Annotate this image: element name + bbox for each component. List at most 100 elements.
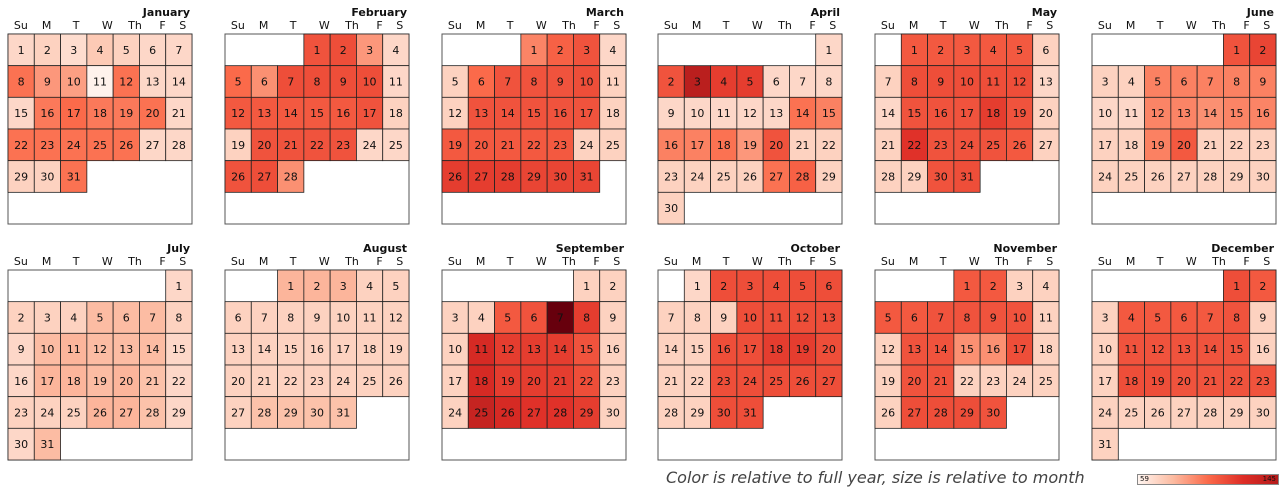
day-number: 14 <box>284 107 298 120</box>
day-number: 7 <box>799 76 806 89</box>
month-title: December <box>1211 242 1274 255</box>
day-cell <box>979 65 1007 98</box>
day-number: 24 <box>40 407 54 420</box>
day-cell <box>1170 96 1198 130</box>
chart-note: Color is relative to full year, size is … <box>666 468 1085 487</box>
day-cell <box>356 332 384 366</box>
day-number: 7 <box>668 312 675 325</box>
day-number: 16 <box>1256 343 1270 356</box>
day-number: 6 <box>531 312 538 325</box>
weekday-header: S <box>1263 19 1270 32</box>
day-cell <box>927 33 955 67</box>
day-number: 16 <box>40 107 54 120</box>
day-number: 14 <box>934 343 948 356</box>
day-number: 4 <box>366 280 373 293</box>
day-number: 23 <box>336 139 350 152</box>
day-cell <box>953 396 981 429</box>
day-cell <box>520 65 548 98</box>
weekday-header: M <box>692 255 702 268</box>
day-number: 25 <box>986 139 1000 152</box>
day-cell <box>520 160 548 193</box>
day-number: 8 <box>911 76 918 89</box>
weekday-header: S <box>829 255 836 268</box>
day-cell <box>303 332 331 366</box>
day-cell <box>815 364 843 398</box>
day-number: 5 <box>747 76 754 89</box>
day-cell <box>356 33 384 67</box>
day-number: 18 <box>93 107 107 120</box>
day-number: 4 <box>1128 312 1135 325</box>
day-cell <box>382 33 410 67</box>
weekday-header: Th <box>1211 19 1226 32</box>
day-number: 18 <box>389 107 403 120</box>
weekday-header: T <box>722 19 730 32</box>
day-number: 29 <box>284 407 298 420</box>
day-cell <box>494 160 522 193</box>
day-cell <box>710 128 738 162</box>
day-cell <box>979 332 1007 366</box>
day-cell <box>927 128 955 162</box>
day-number: 19 <box>881 375 895 388</box>
day-cell <box>979 128 1007 162</box>
day-cell <box>520 33 548 67</box>
day-number: 22 <box>284 375 298 388</box>
day-number: 1 <box>287 280 294 293</box>
day-number: 23 <box>553 139 567 152</box>
day-number: 27 <box>257 171 271 184</box>
day-number: 24 <box>363 139 377 152</box>
day-number: 26 <box>796 375 810 388</box>
day-number: 26 <box>501 407 515 420</box>
day-number: 29 <box>14 171 28 184</box>
day-cell <box>303 396 331 429</box>
day-number: 22 <box>172 375 186 388</box>
day-cell <box>815 33 843 67</box>
day-number: 19 <box>389 343 403 356</box>
day-number: 1 <box>911 44 918 57</box>
day-cell <box>815 301 843 334</box>
day-number: 10 <box>1013 312 1027 325</box>
day-cell <box>60 96 88 130</box>
day-number: 19 <box>231 139 245 152</box>
day-cell <box>165 364 193 398</box>
day-number: 20 <box>119 375 133 388</box>
day-number: 30 <box>664 202 678 215</box>
month-title: January <box>142 6 190 19</box>
day-number: 10 <box>690 107 704 120</box>
weekday-header: F <box>159 19 165 32</box>
day-cell <box>710 160 738 193</box>
day-number: 28 <box>501 171 515 184</box>
day-cell <box>1196 301 1224 334</box>
weekday-header: M <box>259 19 269 32</box>
weekday-header: W <box>969 19 980 32</box>
day-cell <box>224 396 252 429</box>
weekday-header: F <box>809 255 815 268</box>
day-number: 16 <box>1256 107 1270 120</box>
day-number: 12 <box>93 343 107 356</box>
weekday-header: F <box>593 255 599 268</box>
day-number: 5 <box>885 312 892 325</box>
day-number: 22 <box>822 139 836 152</box>
weekday-header: Th <box>994 255 1009 268</box>
day-cell <box>1091 332 1119 366</box>
day-cell <box>139 128 167 162</box>
day-number: 9 <box>340 76 347 89</box>
weekday-header: Su <box>881 255 895 268</box>
day-cell <box>165 33 193 67</box>
weekday-header: M <box>909 255 919 268</box>
day-number: 30 <box>717 407 731 420</box>
day-cell <box>33 332 61 366</box>
day-number: 8 <box>314 76 321 89</box>
day-number: 15 <box>1230 107 1244 120</box>
day-number: 26 <box>93 407 107 420</box>
day-cell <box>874 65 902 98</box>
day-number: 29 <box>1230 407 1244 420</box>
day-number: 15 <box>690 343 704 356</box>
day-cell <box>86 65 114 98</box>
day-cell <box>277 160 305 193</box>
day-cell <box>356 364 384 398</box>
day-number: 15 <box>822 107 836 120</box>
day-number: 25 <box>389 139 403 152</box>
day-number: 24 <box>580 139 594 152</box>
day-cell <box>683 396 711 429</box>
